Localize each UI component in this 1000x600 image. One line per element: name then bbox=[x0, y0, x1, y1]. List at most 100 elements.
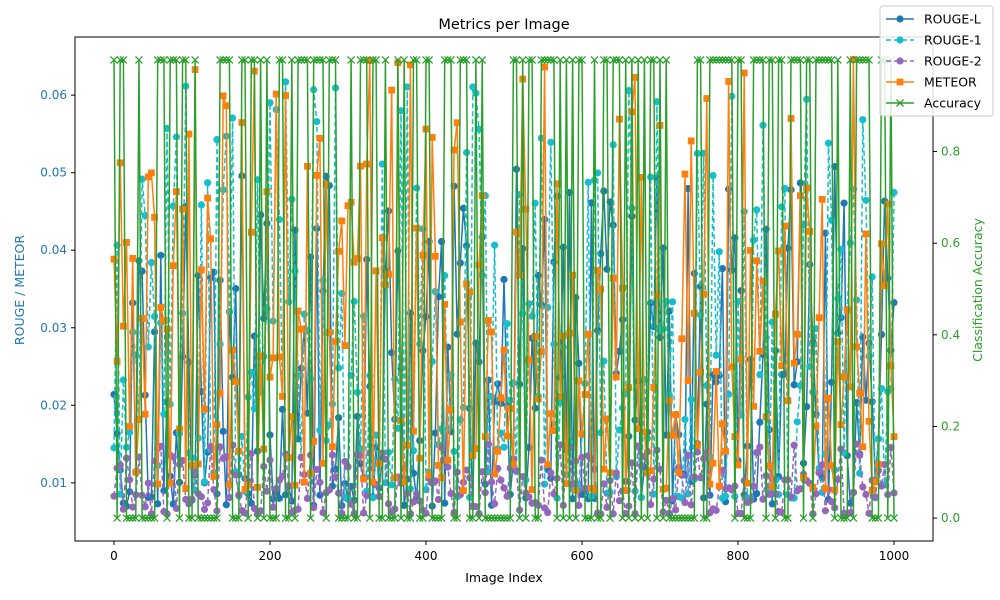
data-point bbox=[550, 490, 558, 498]
data-point bbox=[113, 357, 121, 365]
data-point bbox=[675, 469, 683, 477]
data-point bbox=[687, 395, 695, 404]
data-point bbox=[241, 486, 249, 493]
data-point bbox=[413, 490, 421, 498]
data-point bbox=[159, 55, 168, 64]
legend-marker bbox=[896, 15, 904, 23]
data-point bbox=[787, 493, 795, 501]
data-point bbox=[303, 55, 312, 64]
data-point bbox=[653, 98, 661, 106]
data-point bbox=[718, 55, 727, 64]
data-point bbox=[549, 55, 558, 64]
data-point bbox=[359, 55, 368, 64]
data-point bbox=[618, 514, 627, 523]
data-point bbox=[553, 514, 561, 523]
data-point bbox=[858, 55, 867, 64]
data-point bbox=[172, 55, 181, 64]
data-point bbox=[225, 494, 234, 502]
data-point bbox=[665, 514, 674, 523]
data-point bbox=[197, 514, 206, 523]
y-left-tick-label: 0.03 bbox=[40, 321, 67, 335]
y-axis-left: 0.01 0.02 0.03 0.04 0.05 0.06 bbox=[40, 88, 75, 490]
data-point bbox=[126, 423, 133, 430]
data-point bbox=[674, 514, 683, 523]
data-point bbox=[509, 55, 518, 64]
data-point bbox=[827, 55, 836, 64]
data-point bbox=[712, 506, 720, 514]
data-point bbox=[462, 242, 471, 250]
legend-item: Accuracy bbox=[886, 96, 982, 111]
data-point bbox=[587, 514, 596, 523]
data-point bbox=[578, 55, 586, 64]
data-point bbox=[755, 55, 764, 64]
data-point bbox=[443, 55, 452, 64]
data-point bbox=[216, 389, 224, 397]
data-point bbox=[147, 258, 156, 267]
data-point bbox=[843, 514, 852, 523]
data-point bbox=[590, 176, 599, 184]
data-point bbox=[793, 55, 802, 64]
data-point bbox=[472, 503, 480, 511]
data-point bbox=[338, 509, 346, 517]
data-point bbox=[150, 312, 159, 321]
x-tick-label: 800 bbox=[727, 549, 750, 563]
x-axis-label: Image Index bbox=[465, 570, 543, 585]
data-point bbox=[462, 466, 471, 474]
data-point bbox=[750, 482, 758, 490]
data-point bbox=[269, 514, 278, 523]
data-point bbox=[656, 465, 664, 473]
data-point bbox=[756, 443, 764, 451]
data-point bbox=[606, 514, 615, 523]
y-right-tick-label: 0.2 bbox=[941, 419, 960, 433]
data-point bbox=[612, 373, 620, 381]
data-point bbox=[468, 514, 477, 523]
data-point bbox=[668, 494, 677, 503]
data-point bbox=[390, 514, 399, 523]
data-point bbox=[634, 425, 642, 433]
data-point bbox=[428, 514, 437, 523]
data-point bbox=[163, 325, 171, 333]
data-point bbox=[266, 514, 274, 523]
data-point bbox=[815, 468, 823, 477]
data-point bbox=[422, 55, 430, 64]
data-point bbox=[484, 440, 492, 448]
data-point bbox=[182, 485, 190, 492]
data-point bbox=[400, 478, 408, 486]
data-point bbox=[687, 137, 695, 145]
data-point bbox=[460, 487, 467, 494]
data-point bbox=[382, 281, 389, 289]
data-point bbox=[450, 514, 459, 523]
data-point bbox=[110, 255, 118, 263]
data-point bbox=[253, 514, 262, 523]
data-point bbox=[263, 188, 271, 196]
data-point bbox=[141, 503, 149, 511]
data-point bbox=[160, 316, 168, 324]
data-point bbox=[204, 179, 212, 187]
data-point bbox=[525, 356, 533, 364]
data-point bbox=[790, 359, 798, 367]
data-point bbox=[126, 428, 134, 436]
data-point bbox=[706, 491, 714, 499]
data-point bbox=[219, 427, 227, 435]
data-point bbox=[141, 514, 150, 523]
data-point bbox=[400, 501, 408, 509]
data-point bbox=[329, 443, 336, 451]
data-point bbox=[753, 448, 761, 457]
data-point bbox=[347, 198, 355, 206]
data-point bbox=[116, 461, 124, 469]
data-point bbox=[600, 187, 608, 195]
data-point bbox=[681, 514, 689, 523]
x-tick-label: 400 bbox=[415, 549, 438, 563]
data-point bbox=[571, 514, 580, 523]
data-point bbox=[528, 486, 536, 494]
data-point bbox=[506, 514, 515, 523]
data-point bbox=[494, 380, 502, 388]
data-point bbox=[646, 55, 655, 64]
data-point bbox=[129, 255, 137, 262]
data-point bbox=[362, 55, 371, 64]
data-point bbox=[388, 481, 396, 489]
data-point bbox=[796, 55, 805, 64]
data-point bbox=[110, 444, 118, 452]
data-point bbox=[216, 276, 224, 284]
data-point bbox=[824, 55, 833, 64]
